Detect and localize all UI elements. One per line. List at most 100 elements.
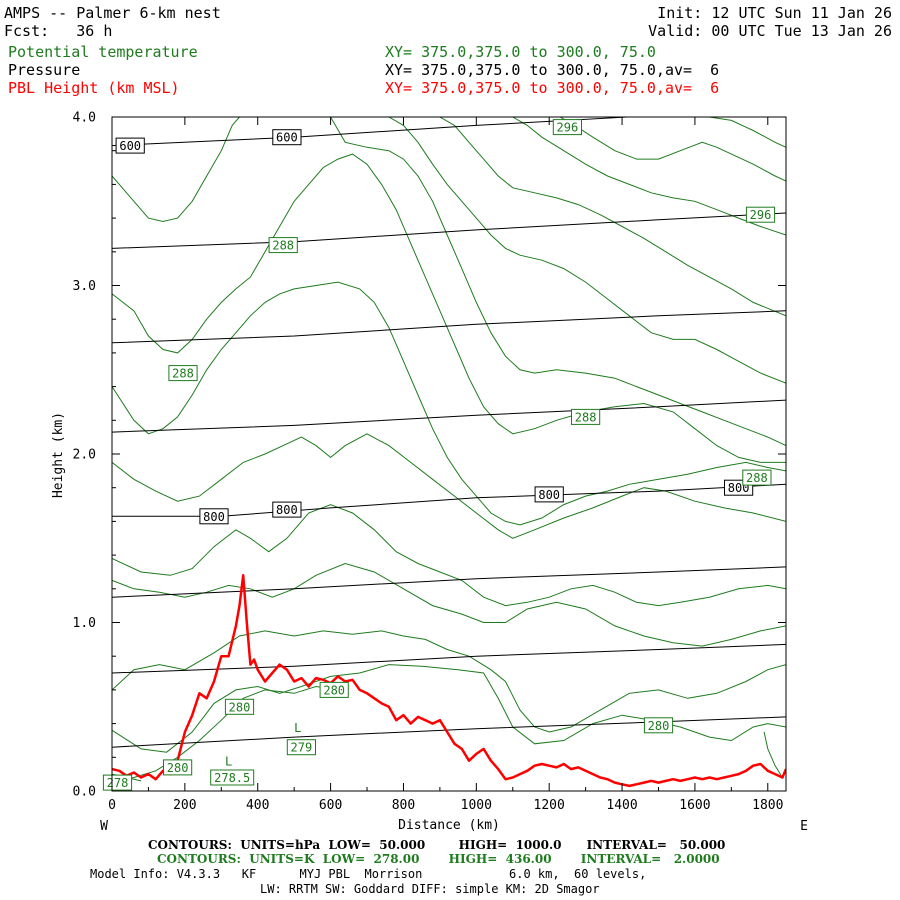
x-tick-label-1600: 1600 <box>679 798 710 813</box>
theta-label-12-box <box>102 774 133 791</box>
theta-label-10-text: 279 <box>291 741 313 755</box>
legend-theta: Potential temperature <box>8 43 198 61</box>
theta-label-11-box <box>210 769 255 786</box>
theta-contour-13 <box>559 117 786 182</box>
legend-pbl: PBL Height (km MSL) <box>8 79 180 97</box>
axes: 0 200 400 600 800 1000 1200 1400 1600 1800 0.0 1.0 2… <box>73 111 786 813</box>
x-tick-label-1400: 1400 <box>606 798 637 813</box>
pressure-label-800-1-text: 800 <box>276 503 298 517</box>
west-end-label: W <box>100 819 108 834</box>
theta-contour-12 <box>512 117 786 236</box>
footer-physics-info: LW: RRTM SW: Goddard DIFF: simple KM: 2D… <box>260 882 600 896</box>
theta-label-2-text: 288 <box>272 239 294 253</box>
theta-label-4-text: 288 <box>575 410 597 424</box>
theta-contour-8 <box>112 117 240 223</box>
y-tick-label-3: 3.0 <box>73 279 96 294</box>
theta-label-6: 280 <box>224 698 255 715</box>
theta-label-9: 280 <box>163 759 193 776</box>
theta-label-3: 288 <box>168 365 198 382</box>
theta-label-7: 280 <box>319 681 349 698</box>
x-tick-label-1200: 1200 <box>534 798 565 813</box>
pressure-label-800-1-box <box>272 501 302 518</box>
x-tick-label-1000: 1000 <box>461 798 492 813</box>
x-tick-label-200: 200 <box>173 798 196 813</box>
theta-contour-16 <box>763 731 783 778</box>
footer-theta-contours: CONTOURS: UNITS=K LOW= 278.00 HIGH= 436.… <box>157 852 720 866</box>
cross-section-xy-pbl: XY= 375.0,375.0 to 300.0, 75.0,av= 6 <box>385 79 720 97</box>
pressure-label-600-0-text: 600 <box>119 139 141 153</box>
y-tick-label-2: 2.0 <box>73 448 96 463</box>
pbl-height-line <box>112 574 786 788</box>
pressure-contour-850 <box>112 566 786 598</box>
theta-label-5-text: 288 <box>746 471 768 485</box>
pressure-contour-900 <box>112 643 786 674</box>
theta-label-5: 288 <box>742 469 772 486</box>
cross-section-xy-theta: XY= 375.0,375.0 to 300.0, 75.0 <box>385 43 656 61</box>
theta-contour-4 <box>112 504 786 607</box>
theta-contour-6 <box>112 281 786 526</box>
pressure-label-800-2-box <box>534 486 564 503</box>
x-tick-label-600: 600 <box>319 798 342 813</box>
theta-label-1-box <box>745 206 776 223</box>
theta-label-8-text: 280 <box>648 719 670 733</box>
theta-contour-7 <box>112 153 786 463</box>
pressure-contour-600 <box>112 117 637 147</box>
init-time: Init: 12 UTC Sun 11 Jan 26 <box>657 4 892 22</box>
theta-low-marker-1: L <box>225 755 232 769</box>
theta-label-9-text: 280 <box>167 761 189 775</box>
pressure-label-800-2: 800 <box>534 486 564 503</box>
theta-label-6-box <box>224 698 255 715</box>
pressure-label-600-1-text: 600 <box>276 131 298 145</box>
x-tick-label-1800: 1800 <box>752 798 783 813</box>
theta-contour-5 <box>112 433 786 539</box>
pressure-label-600-0: 600 <box>115 137 145 154</box>
forecast-hour: Fcst: 36 h <box>4 22 113 40</box>
pressure-label-800-1: 800 <box>272 501 302 518</box>
y-tick-label-1: 1.0 <box>73 616 96 631</box>
theta-label-0-box <box>552 119 582 136</box>
theta-label-4: 288 <box>571 408 601 425</box>
x-tick-label-400: 400 <box>246 798 269 813</box>
theta-label-1-text: 296 <box>750 208 772 222</box>
theta-label-4-box <box>571 408 601 425</box>
valid-time: Valid: 00 UTC Tue 13 Jan 26 <box>648 22 892 40</box>
y-tick-label-4: 4.0 <box>73 111 96 126</box>
footer-pressure-contours: CONTOURS: UNITS=hPa LOW= 50.000 HIGH= 10… <box>148 838 726 852</box>
east-end-label: E <box>800 819 808 834</box>
theta-label-0: 296 <box>552 119 582 136</box>
pressure-contour-700 <box>112 310 786 344</box>
theta-label-2: 288 <box>268 237 298 254</box>
pressure-label-800-0-text: 800 <box>203 510 225 524</box>
theta-label-1: 296 <box>745 206 776 223</box>
x-tick-label-0: 0 <box>108 798 116 813</box>
pressure-contours <box>112 117 786 748</box>
legend-pressure: Pressure <box>8 61 81 79</box>
theta-label-10: 279 <box>286 739 316 756</box>
theta-label-11-text: 278.5 <box>214 771 250 785</box>
theta-contours <box>112 117 786 784</box>
footer-model-info: Model Info: V4.3.3 KF MYJ PBL Morrison 6… <box>90 867 647 881</box>
theta-contour-9 <box>330 117 786 447</box>
chart-title: AMPS -- Palmer 6-km nest <box>4 4 221 22</box>
theta-label-9-box <box>163 759 193 776</box>
pressure-label-800-2-text: 800 <box>538 488 560 502</box>
pressure-contour-750 <box>112 399 786 433</box>
theta-contour-11 <box>439 117 786 317</box>
theta-label-6-text: 280 <box>229 700 251 714</box>
theta-contour-10 <box>388 117 786 384</box>
cross-section-chart: 600 600 800 800 800 800 296 296 288 288 288 288 280 2… <box>51 111 808 835</box>
x-tick-label-800: 800 <box>392 798 415 813</box>
theta-label-8-box <box>643 717 674 734</box>
pressure-label-600-0-box <box>115 137 145 154</box>
theta-label-12: 278 <box>102 774 133 791</box>
y-tick-label-0: 0.0 <box>73 785 96 800</box>
theta-label-7-text: 280 <box>323 683 345 697</box>
theta-label-0-text: 296 <box>557 121 579 135</box>
pressure-label-600-1: 600 <box>272 129 302 146</box>
theta-contour-3 <box>112 562 786 647</box>
pressure-contour-950 <box>112 716 786 748</box>
pressure-label-800-0: 800 <box>199 508 229 525</box>
theta-label-3-box <box>168 365 198 382</box>
x-axis-label: Distance (km) <box>398 818 500 833</box>
